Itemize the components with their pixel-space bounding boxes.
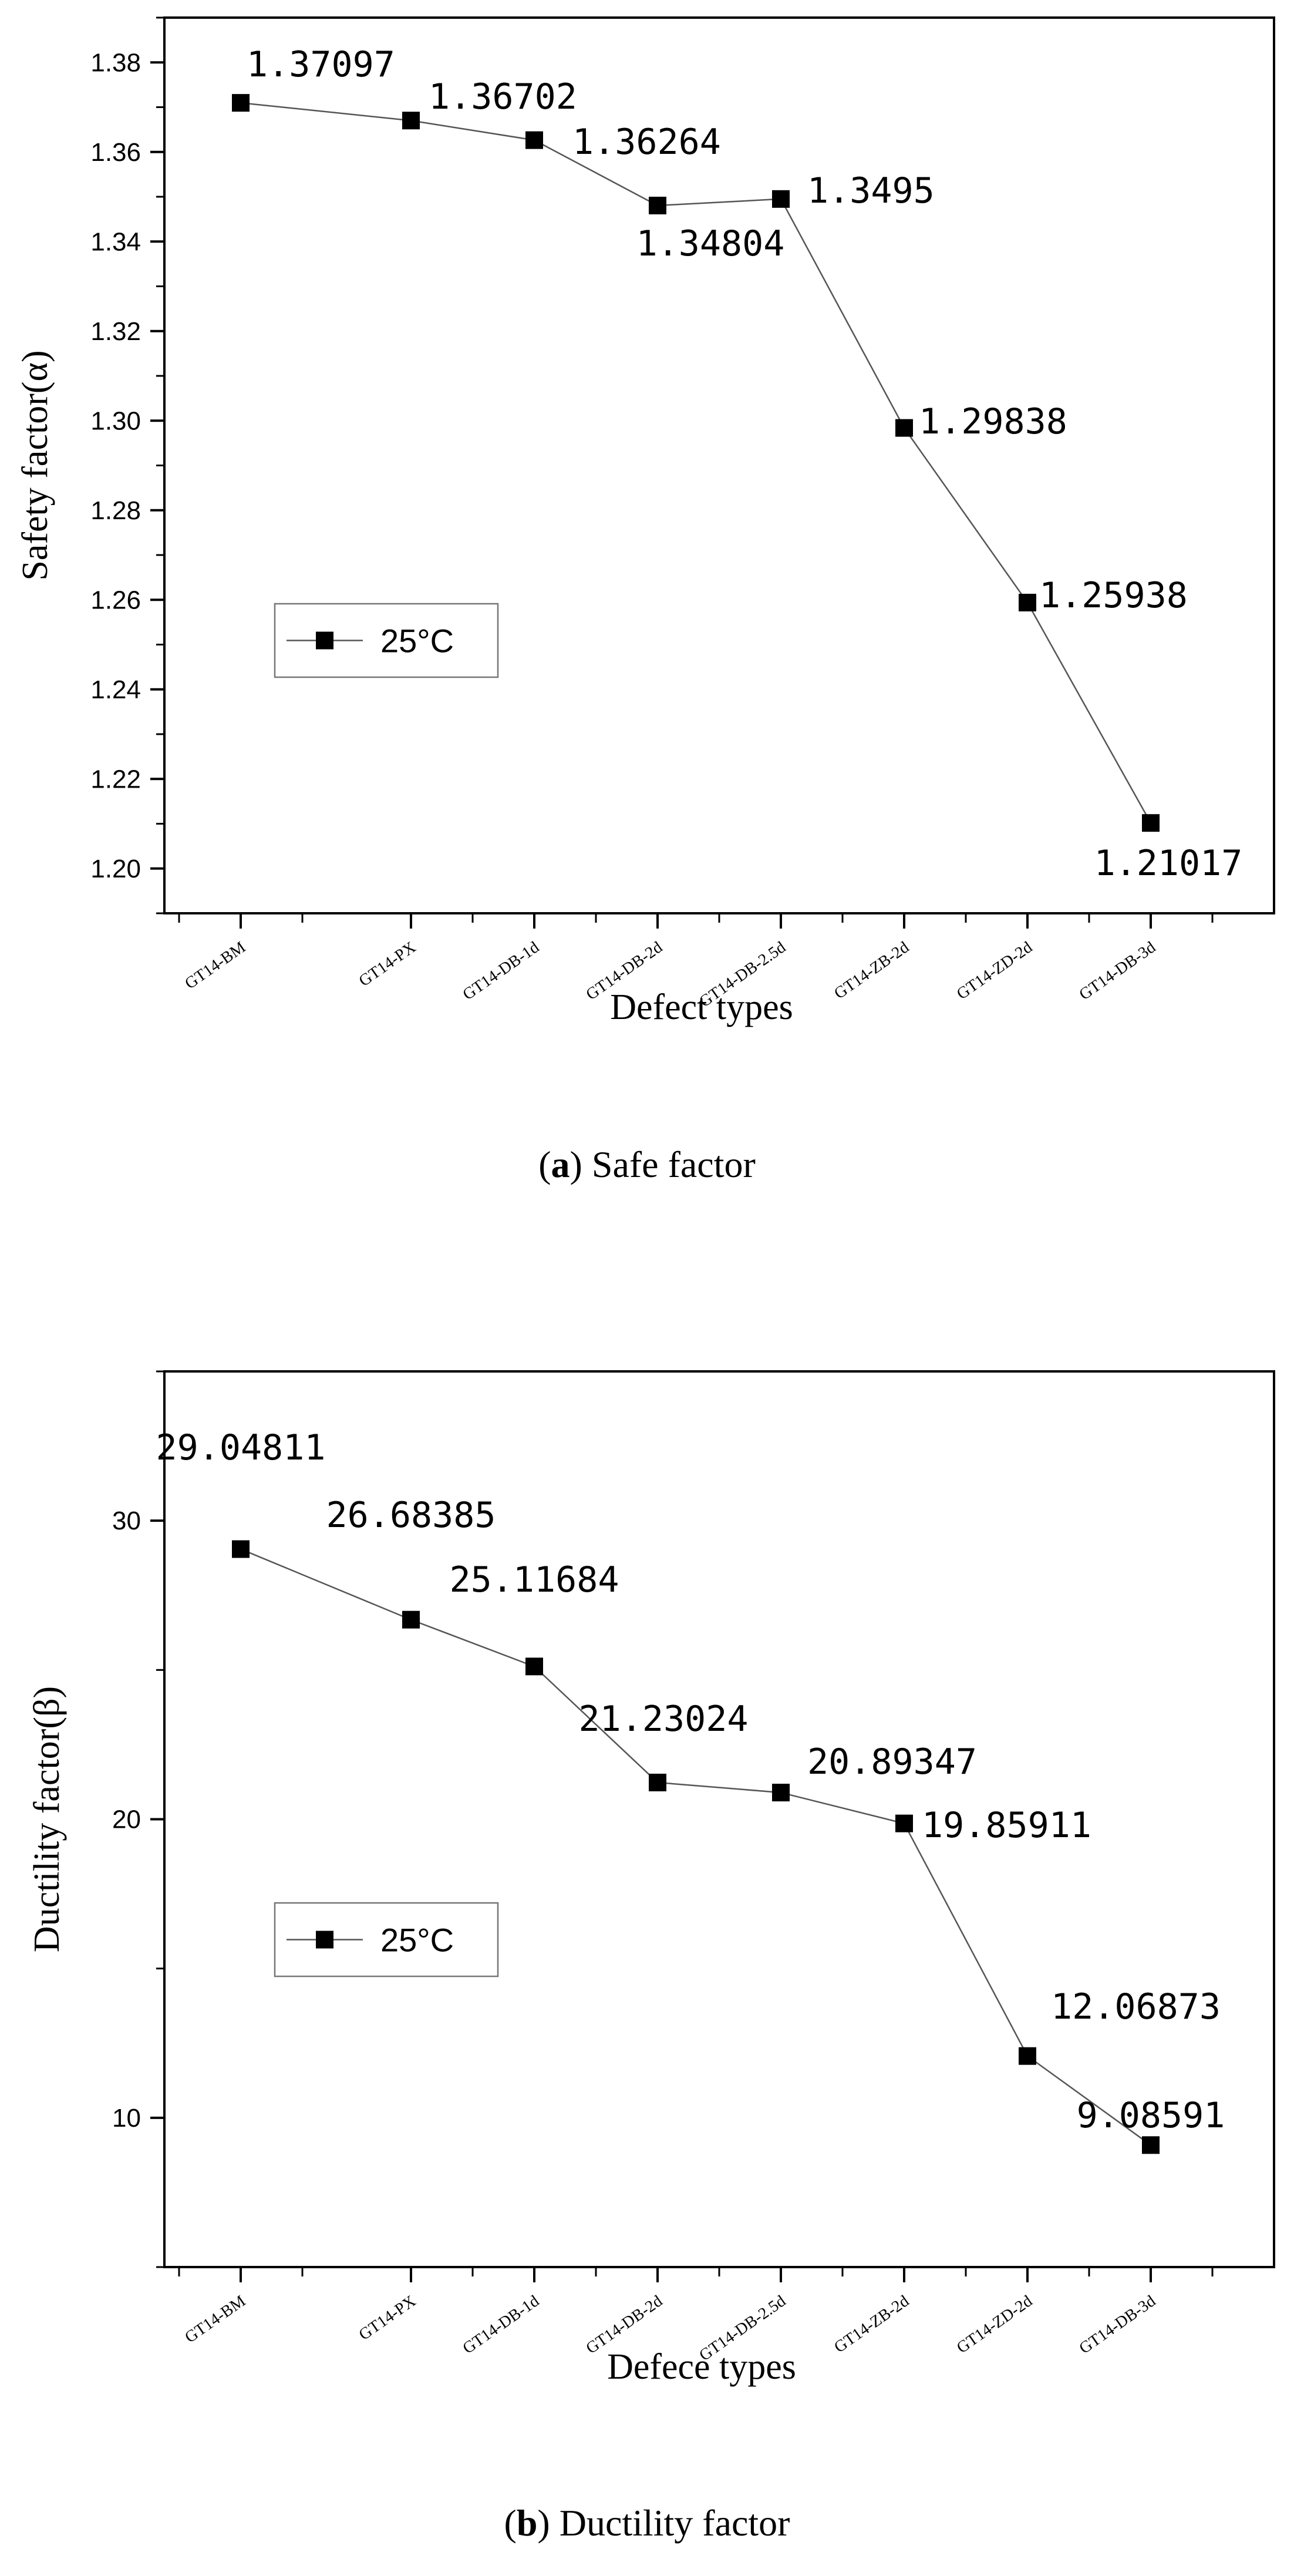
y-tick-label: 20 bbox=[112, 1805, 141, 1834]
data-point-marker bbox=[525, 1657, 543, 1676]
caption-letter: b bbox=[517, 2502, 538, 2544]
x-tick-label: GT14-BM bbox=[181, 2292, 249, 2346]
data-label: 1.3495 bbox=[807, 170, 935, 211]
y-tick-label: 30 bbox=[112, 1506, 141, 1535]
x-tick-label: GT14-DB-1d bbox=[460, 938, 542, 1004]
data-point-marker bbox=[895, 419, 913, 437]
x-tick-label: GT14-PX bbox=[356, 938, 419, 990]
y-tick-label: 1.26 bbox=[90, 586, 141, 614]
y-tick-label: 1.32 bbox=[90, 317, 141, 346]
caption-text: Safe factor bbox=[592, 1144, 756, 1185]
caption-letter: a bbox=[551, 1144, 570, 1185]
legend-label: 25°C bbox=[380, 623, 454, 660]
data-label: 1.29838 bbox=[919, 401, 1067, 442]
caption-text: Ductility factor bbox=[560, 2502, 790, 2544]
data-point-marker bbox=[772, 190, 790, 208]
y-tick-label: 1.36 bbox=[90, 138, 141, 167]
x-tick-label: GT14-DB-3d bbox=[1076, 938, 1159, 1004]
data-point-marker bbox=[772, 1784, 790, 1802]
x-tick-label: GT14-ZD-2d bbox=[953, 2292, 1036, 2357]
x-tick-label: GT14-BM bbox=[181, 938, 249, 993]
figure-caption: (a) Safe factor bbox=[538, 1144, 756, 1185]
y-axis-title: Ductility factor(β) bbox=[27, 1686, 67, 1952]
data-point-marker bbox=[1142, 2136, 1160, 2154]
data-label: 21.23024 bbox=[579, 1699, 749, 1740]
x-tick-label: GT14-DB-3d bbox=[1076, 2292, 1159, 2358]
data-label: 1.36264 bbox=[572, 122, 721, 163]
figure-caption: (b) Ductility factor bbox=[504, 2502, 790, 2544]
data-point-marker bbox=[232, 1540, 250, 1558]
x-tick-label: GT14-PX bbox=[356, 2292, 419, 2344]
data-point-marker bbox=[1019, 2047, 1036, 2065]
data-label: 9.08591 bbox=[1077, 2095, 1225, 2136]
x-tick-label: GT14-DB-1d bbox=[460, 2292, 542, 2358]
data-label: 1.37097 bbox=[247, 44, 395, 85]
x-tick-label: GT14-ZB-2d bbox=[831, 2292, 912, 2356]
y-tick-label: 1.22 bbox=[90, 765, 141, 793]
data-point-marker bbox=[402, 112, 420, 130]
data-label: 1.36702 bbox=[429, 76, 577, 117]
data-point-marker bbox=[525, 131, 543, 149]
data-label: 12.06873 bbox=[1051, 1986, 1221, 2027]
data-point-marker bbox=[232, 94, 250, 112]
y-tick-label: 1.30 bbox=[90, 406, 141, 435]
x-axis-title: Defect types bbox=[610, 987, 793, 1027]
x-tick-label: GT14-ZD-2d bbox=[953, 938, 1036, 1003]
data-point-marker bbox=[649, 196, 666, 214]
y-axis-title: Safety factor(α) bbox=[15, 350, 55, 580]
y-tick-label: 1.38 bbox=[90, 48, 141, 77]
chart-safety-factor: 1.20 1.22 1.24 1.26 1.28 1.30 1.32 1.34 1.36 1.38… bbox=[15, 16, 1275, 1185]
legend-label: 25°C bbox=[380, 1922, 454, 1959]
y-tick-label: 1.24 bbox=[90, 675, 141, 704]
data-point-marker bbox=[649, 1773, 666, 1791]
data-label: 1.34804 bbox=[636, 223, 785, 264]
series-line-25c bbox=[240, 1548, 1151, 2146]
x-tick-label: GT14-ZB-2d bbox=[831, 938, 912, 1003]
y-tick-label: 1.28 bbox=[90, 496, 141, 525]
data-label: 1.21017 bbox=[1094, 843, 1243, 884]
data-label: 20.89347 bbox=[807, 1741, 977, 1783]
y-tick-label: 10 bbox=[112, 2104, 141, 2133]
legend-marker bbox=[316, 1931, 333, 1949]
data-point-marker bbox=[402, 1610, 420, 1629]
data-point-marker bbox=[895, 1814, 913, 1832]
y-tick-label: 1.20 bbox=[90, 855, 141, 883]
data-point-marker bbox=[1142, 814, 1160, 832]
y-tick-label: 1.34 bbox=[90, 227, 141, 256]
data-label: 1.25938 bbox=[1039, 575, 1188, 616]
data-label: 19.85911 bbox=[922, 1805, 1091, 1846]
data-label: 29.04811 bbox=[156, 1427, 326, 1468]
x-axis-title: Defece types bbox=[607, 2347, 796, 2387]
series-line-25c bbox=[240, 102, 1152, 823]
legend-marker bbox=[316, 631, 333, 650]
data-label: 26.68385 bbox=[326, 1495, 496, 1536]
data-point-marker bbox=[1019, 593, 1036, 611]
data-label: 25.11684 bbox=[450, 1559, 619, 1600]
